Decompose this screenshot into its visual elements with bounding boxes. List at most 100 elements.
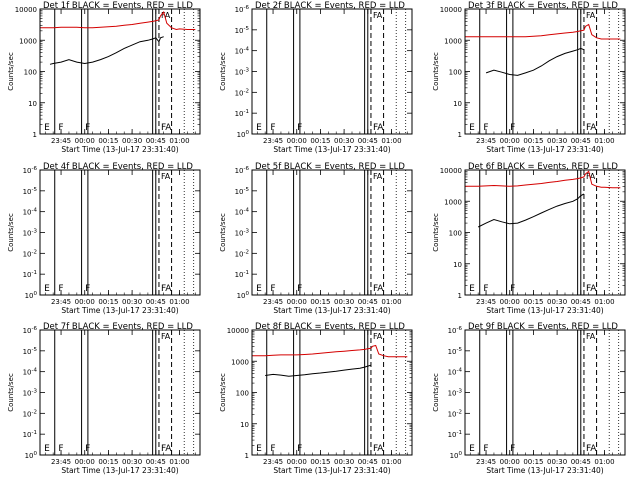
x-tick-label: 00:30: [122, 298, 142, 306]
flag-label-bottom: FA: [373, 284, 384, 294]
x-axis-label: Start Time (13-Jul-17 23:31:40): [273, 145, 390, 154]
y-tick-label: 10: [28, 100, 37, 108]
series-line-events: [49, 36, 164, 65]
flag-label-bottom: FA: [161, 444, 172, 454]
x-tick-label: 00:15: [98, 298, 118, 306]
flag-label-bottom: E: [44, 123, 50, 133]
y-tick-label: 10-3: [23, 229, 38, 238]
x-axis-label: Start Time (13-Jul-17 23:31:40): [61, 306, 178, 315]
x-tick-label: 23:45: [263, 458, 283, 466]
x-tick-label: 00:30: [122, 458, 142, 466]
y-tick-label: 10-3: [235, 68, 250, 77]
x-axis-label: Start Time (13-Jul-17 23:31:40): [273, 466, 390, 475]
y-tick-label: 10: [453, 261, 462, 269]
flag-label-bottom: F: [483, 444, 488, 454]
y-tick-label: 10000: [227, 327, 249, 335]
flag-label-bottom: F: [483, 123, 488, 133]
x-tick-label: 00:30: [334, 137, 354, 145]
y-tick-label: 10-4: [23, 368, 38, 377]
x-tick-label: 00:30: [547, 458, 567, 466]
x-tick-label: 01:00: [169, 298, 189, 306]
y-tick-label: 10-2: [448, 409, 462, 418]
y-tick-label: 10-6: [23, 166, 38, 175]
x-tick-label: 23:45: [263, 298, 283, 306]
series-line-lld: [252, 344, 408, 358]
x-tick-label: 00:45: [571, 298, 591, 306]
y-axis-label: Counts/sec: [219, 52, 227, 91]
x-tick-label: 00:00: [287, 298, 307, 306]
flag-label-bottom: F: [510, 444, 515, 454]
flag-label-bottom: E: [44, 444, 50, 454]
flag-label-top: FA: [586, 172, 596, 181]
y-tick-label: 10-5: [235, 187, 250, 196]
flag-label-bottom: F: [270, 444, 275, 454]
chart-panel-8: Det 8f BLACK = Events, RED = LLD 1 10 100 10…: [219, 322, 413, 475]
flag-label-bottom: E: [256, 444, 262, 454]
flag-label-bottom: E: [469, 444, 475, 454]
y-tick-label: 100: [449, 69, 462, 77]
x-tick-label: 00:45: [571, 458, 591, 466]
series-line-events: [477, 193, 585, 228]
chart-panel-6: Det 6f BLACK = Events, RED = LLD 1 10 100 10…: [432, 162, 626, 315]
x-tick-label: 01:00: [381, 458, 401, 466]
x-axis-label: Start Time (13-Jul-17 23:31:40): [486, 306, 603, 315]
y-tick-label: 10000: [440, 167, 462, 175]
y-tick-label: 100: [24, 69, 37, 77]
y-tick-label: 100: [25, 291, 38, 300]
x-axis-label: Start Time (13-Jul-17 23:31:40): [486, 145, 603, 154]
x-tick-label: 23:45: [476, 137, 496, 145]
x-tick-label: 23:45: [476, 298, 496, 306]
y-tick-label: 1000: [444, 198, 462, 206]
x-tick-label: 23:45: [263, 137, 283, 145]
x-tick-label: 00:45: [146, 298, 166, 306]
flag-label-bottom: F: [297, 284, 302, 294]
x-tick-label: 01:00: [381, 137, 401, 145]
x-tick-label: 00:00: [500, 458, 520, 466]
flag-label-bottom: E: [44, 284, 50, 294]
flag-label-top: FA: [161, 172, 171, 181]
x-tick-label: 00:30: [334, 458, 354, 466]
x-tick-label: 00:15: [523, 137, 543, 145]
y-tick-label: 10-1: [23, 430, 37, 439]
y-tick-label: 10: [240, 421, 249, 429]
y-tick-label: 1000: [444, 37, 462, 45]
flag-label-bottom: FA: [586, 444, 597, 454]
flag-label-top: FA: [161, 332, 171, 341]
plot-frame: [39, 329, 201, 456]
flag-label-bottom: E: [256, 123, 262, 133]
flag-label-bottom: FA: [586, 123, 597, 133]
plot-frame: [464, 329, 626, 456]
x-tick-label: 00:00: [500, 298, 520, 306]
x-tick-label: 23:45: [51, 137, 71, 145]
x-tick-label: 23:45: [51, 298, 71, 306]
y-tick-label: 100: [237, 130, 250, 139]
x-axis-label: Start Time (13-Jul-17 23:31:40): [273, 306, 390, 315]
x-tick-label: 23:45: [51, 458, 71, 466]
flag-label-top: FA: [373, 332, 383, 341]
chart-panel-3: Det 3f BLACK = Events, RED = LLD 1 10 100 10…: [432, 1, 626, 154]
y-tick-label: 10-4: [448, 368, 463, 377]
x-tick-label: 00:45: [146, 137, 166, 145]
x-tick-label: 01:00: [594, 458, 614, 466]
x-tick-label: 00:15: [310, 137, 330, 145]
chart-panel-5: Det 5f BLACK = Events, RED = LLD 100 10-1 1…: [219, 162, 413, 315]
flag-label-bottom: FA: [161, 284, 172, 294]
y-tick-label: 10-1: [23, 270, 37, 279]
y-tick-label: 10-4: [235, 208, 250, 217]
x-tick-label: 01:00: [381, 298, 401, 306]
x-axis-label: Start Time (13-Jul-17 23:31:40): [61, 466, 178, 475]
y-tick-label: 10-4: [235, 47, 250, 56]
flag-label-top: FA: [373, 172, 383, 181]
x-tick-label: 00:00: [75, 298, 95, 306]
x-tick-label: 00:00: [287, 458, 307, 466]
y-tick-label: 1000: [231, 358, 249, 366]
flag-label-bottom: F: [58, 444, 63, 454]
x-tick-label: 00:15: [310, 458, 330, 466]
y-tick-label: 100: [450, 451, 463, 460]
x-axis-label: Start Time (13-Jul-17 23:31:40): [486, 466, 603, 475]
chart-panel-9: Det 9f BLACK = Events, RED = LLD 100 10-1 1…: [432, 322, 626, 475]
flag-label-top: FA: [586, 11, 596, 20]
x-tick-label: 00:30: [334, 298, 354, 306]
y-axis-label: Counts/sec: [219, 373, 227, 412]
